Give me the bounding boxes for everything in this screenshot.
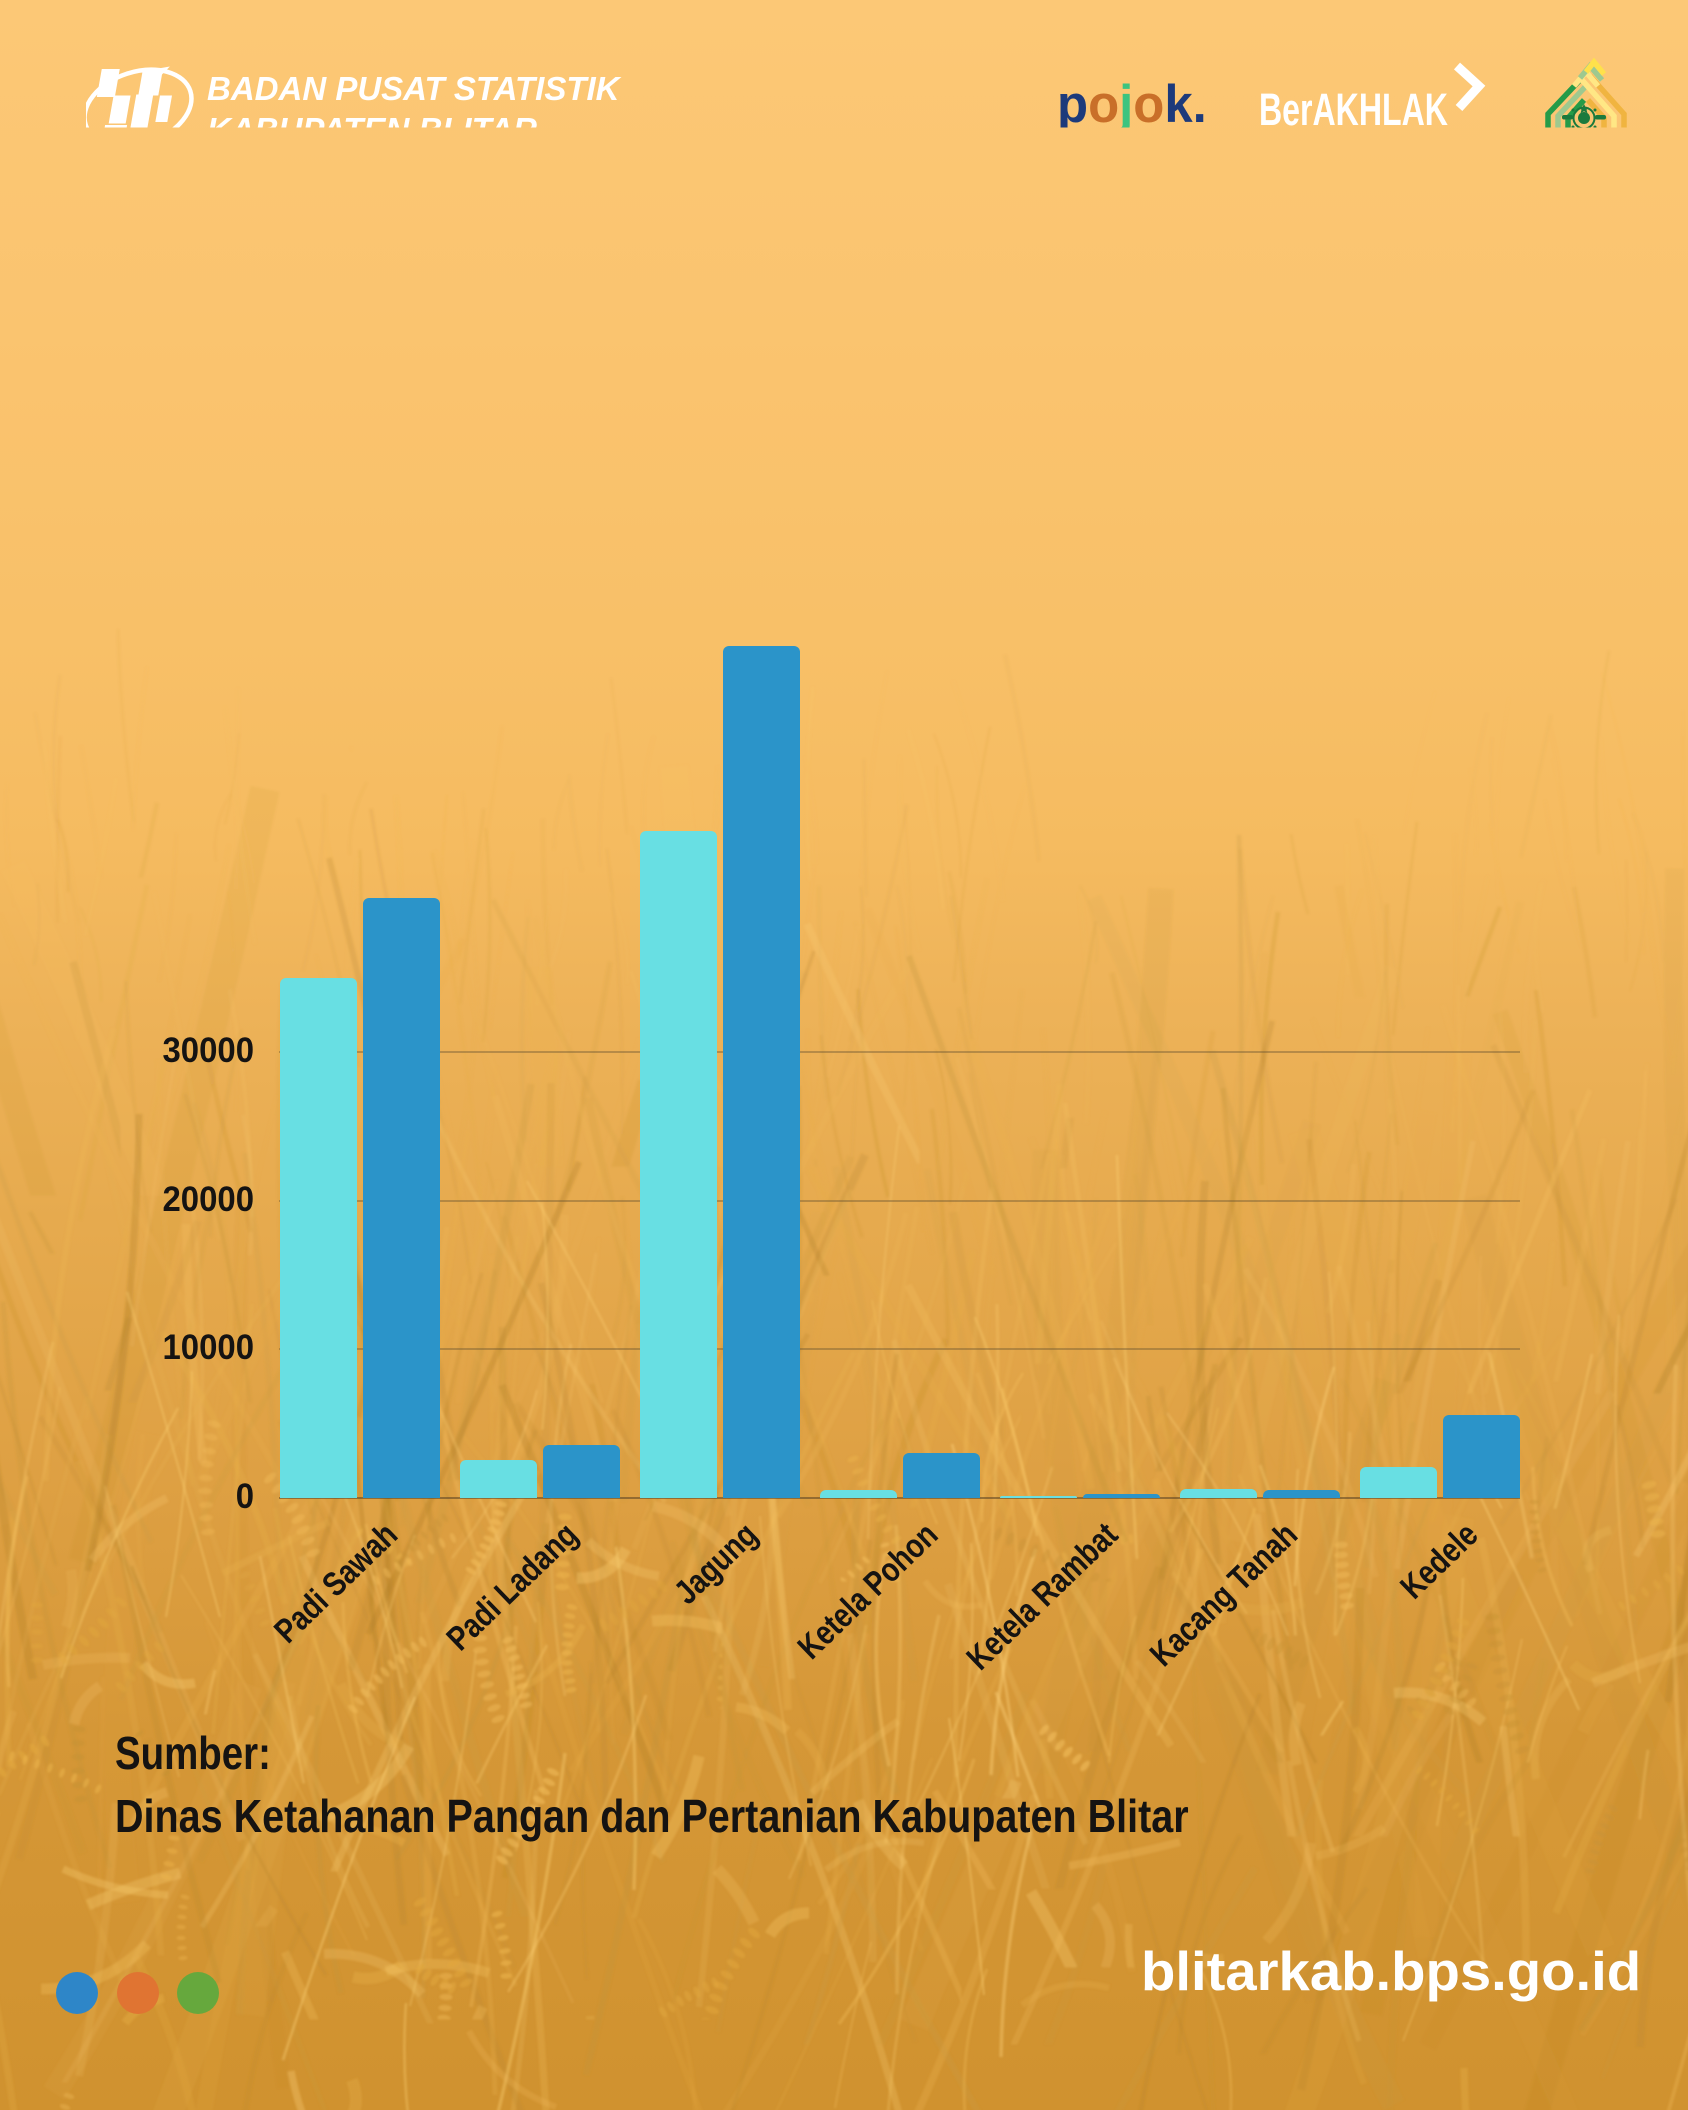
svg-text:Universitas Nahdlatul Ulama Bl: Universitas Nahdlatul Ulama Blitar [1546, 160, 1625, 166]
svg-text:UNU BLITAR: UNU BLITAR [1551, 149, 1612, 160]
